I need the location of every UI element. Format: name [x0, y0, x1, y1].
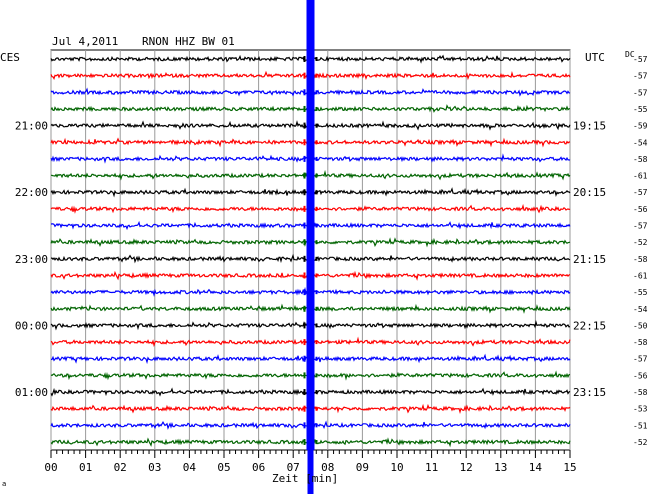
left-hour-label: 23:00 — [15, 253, 48, 266]
x-tick-label: 15 — [563, 461, 576, 474]
dc-offset-label: -57 — [633, 222, 648, 231]
x-tick-label: 14 — [529, 461, 543, 474]
dc-offset-label: -55 — [633, 288, 648, 297]
dc-offset-label: -61 — [633, 271, 648, 280]
dc-offset-label: -61 — [633, 172, 648, 181]
left-hour-label: 01:00 — [15, 386, 48, 399]
right-zone-label: UTC — [585, 51, 605, 64]
dc-offset-label: -57 — [633, 355, 648, 364]
x-tick-label: 03 — [148, 461, 161, 474]
dc-offset-label: -58 — [633, 255, 648, 264]
event-band — [306, 0, 315, 450]
x-tick-label: 01 — [79, 461, 92, 474]
dc-offset-label: -56 — [633, 371, 648, 380]
right-hour-label: 21:15 — [573, 253, 606, 266]
label-group: Jul 4,2011 RNON HHZ BW 01 CES UTC DC Zei… — [0, 35, 648, 488]
left-zone-label: CES — [0, 51, 20, 64]
x-tick-label: 04 — [183, 461, 197, 474]
dc-offset-label: -57 — [633, 72, 648, 81]
dc-offset-label: -58 — [633, 155, 648, 164]
dc-offset-label: -54 — [633, 305, 648, 314]
x-tick-label: 09 — [356, 461, 369, 474]
x-axis-label: Zeit [min] — [272, 472, 338, 485]
x-tick-label: 06 — [252, 461, 265, 474]
x-tick-label: 11 — [425, 461, 438, 474]
header-station: RNON HHZ BW 01 — [142, 35, 235, 48]
right-hour-label: 20:15 — [573, 186, 606, 199]
dc-offset-label: -52 — [633, 438, 648, 447]
x-tick-label: 07 — [287, 461, 300, 474]
x-tick-label: 00 — [44, 461, 57, 474]
dc-offset-label: -51 — [633, 421, 648, 430]
dc-offset-label: -58 — [633, 338, 648, 347]
footer-corner-mark: a — [2, 480, 6, 488]
right-hour-label: 23:15 — [573, 386, 606, 399]
minute-grid — [50, 50, 571, 458]
x-tick-label: 02 — [114, 461, 127, 474]
x-tick-label: 08 — [321, 461, 334, 474]
dc-offset-label: -57 — [633, 88, 648, 97]
event-group — [303, 0, 318, 494]
left-hour-label: 22:00 — [15, 186, 48, 199]
event-band-tail — [307, 450, 314, 494]
right-hour-label: 22:15 — [573, 319, 606, 332]
dc-offset-label: -58 — [633, 388, 648, 397]
dc-offset-label: -57 — [633, 188, 648, 197]
dc-offset-label: -54 — [633, 138, 648, 147]
x-tick-label: 05 — [217, 461, 230, 474]
dc-offset-label: -52 — [633, 238, 648, 247]
dc-offset-label: -55 — [633, 105, 648, 114]
x-tick-label: 10 — [390, 461, 403, 474]
dc-offset-label: -56 — [633, 205, 648, 214]
dc-offset-label: -53 — [633, 405, 648, 414]
header-date: Jul 4,2011 — [52, 35, 118, 48]
x-tick-label: 12 — [460, 461, 473, 474]
dc-header-label: DC — [625, 50, 635, 59]
dc-offset-label: -59 — [633, 122, 648, 131]
dc-offset-label: -57 — [633, 55, 648, 64]
right-hour-label: 19:15 — [573, 120, 606, 133]
left-hour-label: 00:00 — [15, 319, 48, 332]
x-tick-label: 13 — [494, 461, 507, 474]
dc-offset-label: -50 — [633, 321, 648, 330]
left-hour-label: 21:00 — [15, 120, 48, 133]
